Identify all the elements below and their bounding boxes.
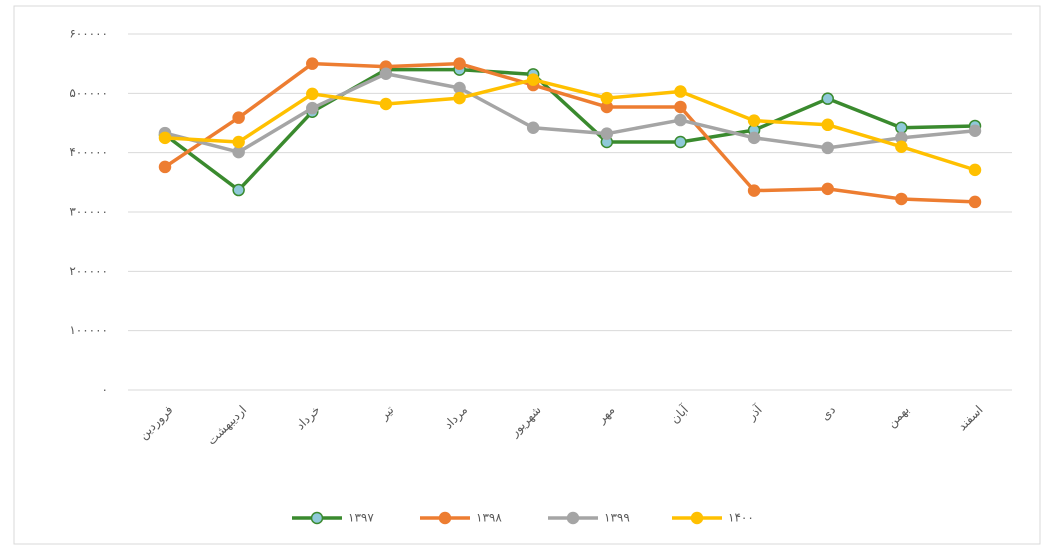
legend-label: ۱۳۹۸	[476, 511, 502, 525]
legend-marker	[566, 511, 580, 525]
y-tick-label: ۰	[102, 383, 108, 397]
data-point	[306, 101, 319, 115]
data-point	[600, 127, 614, 140]
data-point	[674, 85, 687, 98]
legend-label: ۱۳۹۹	[604, 511, 630, 525]
y-tick-label: ۴۰۰۰۰۰	[69, 145, 108, 159]
data-point	[526, 73, 540, 86]
data-point	[453, 91, 466, 105]
data-point	[968, 124, 982, 137]
data-point	[158, 160, 172, 174]
legend-marker	[310, 511, 324, 525]
data-point	[821, 92, 834, 105]
data-point	[747, 184, 761, 197]
data-point	[968, 163, 982, 177]
data-point	[453, 57, 466, 70]
data-point	[379, 67, 393, 81]
series-line	[164, 77, 976, 172]
data-point	[674, 100, 687, 114]
data-point	[747, 131, 761, 145]
data-point	[821, 118, 834, 132]
data-point	[747, 114, 761, 127]
data-point	[232, 183, 245, 197]
y-tick-label: ۱۰۰۰۰۰	[69, 323, 108, 337]
legend-label: ۱۴۰۰	[728, 511, 754, 525]
legend-marker	[438, 511, 452, 525]
chart-border	[13, 5, 1041, 545]
data-point	[379, 97, 393, 111]
data-point	[158, 131, 172, 145]
data-point	[232, 135, 245, 149]
series-line	[164, 72, 976, 154]
series-line	[164, 61, 976, 204]
y-tick-label: ۵۰۰۰۰۰	[69, 86, 108, 100]
y-tick-label: ۶۰۰۰۰۰	[69, 27, 108, 41]
y-tick-label: ۲۰۰۰۰۰	[69, 264, 108, 278]
data-point	[895, 140, 908, 153]
data-point	[600, 91, 614, 105]
data-point	[821, 141, 834, 155]
data-point	[968, 195, 982, 209]
data-point	[674, 113, 687, 127]
data-point	[821, 182, 834, 196]
y-tick-label: ۳۰۰۰۰۰	[69, 205, 108, 219]
data-point	[232, 111, 245, 124]
series-line	[163, 67, 976, 192]
legend-marker	[690, 511, 704, 525]
data-point	[526, 121, 540, 134]
data-point	[306, 57, 319, 70]
data-point	[674, 135, 687, 149]
legend-label: ۱۳۹۷	[348, 511, 374, 525]
data-point	[895, 192, 908, 206]
data-point	[306, 87, 319, 101]
